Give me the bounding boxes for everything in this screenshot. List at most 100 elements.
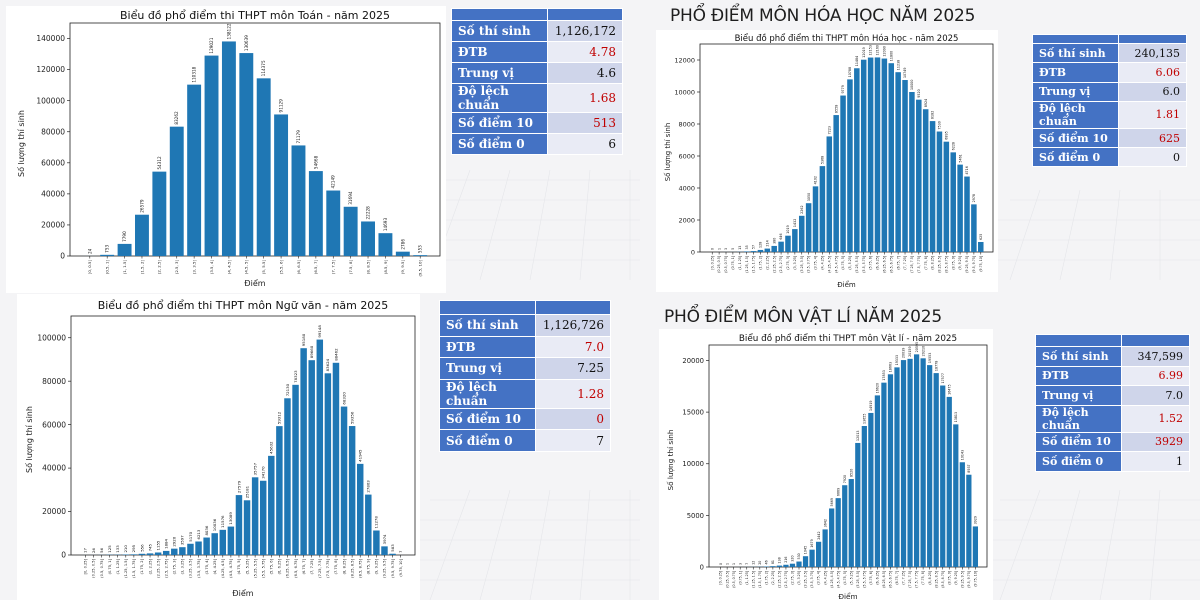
stats-value: 240,135 [1118,42,1187,64]
x-tick-label: (3.25, 3.5] [804,571,808,588]
x-tick-label: (9.25, 9.5] [960,571,964,588]
bar-value-label: 34170 [261,466,266,479]
bar [959,462,965,567]
bar-value-label: 83262 [174,111,179,125]
y-tick-label: 5000 [687,512,704,520]
bar-value-label: 530 [797,553,801,559]
bar-value-label: 59312 [277,411,282,424]
y-axis-label: Số lượng thí sinh [664,123,672,182]
bar-value-label: 11576 [220,515,225,528]
bar-value-label: 26579 [139,199,144,213]
bar-value-label: 7920 [843,475,847,483]
bar [835,498,841,567]
bar-value-label: 553 [418,245,423,253]
x-tick-label: (8, 8.25] [928,571,932,585]
bar-value-label: 19333 [895,355,899,366]
bar [389,553,396,555]
x-tick-label: (5.75, 6] [869,571,873,585]
bar [291,145,306,256]
x-tick-label: (2.25, 2.5] [778,571,782,588]
x-tick-label: (3, 3.25] [793,256,797,270]
stats-value: 6.0 [1118,81,1187,102]
bar [829,508,835,567]
chart-title: Biểu đồ phổ điểm thi THPT môn Ngữ văn - … [98,299,389,312]
bar [796,561,802,567]
bar [365,494,372,555]
stats-label: Độ lệch chuẩn [1035,404,1122,433]
y-tick-label: 0 [691,248,695,256]
stats-row: Số điểm 10 0 [439,407,611,431]
chart-panel-hoa: Biểu đồ phổ điểm thi THPT môn Hóa học - … [656,30,998,292]
bar-value-label: 0 [710,248,714,250]
bar [100,254,115,256]
bar [343,206,358,256]
stats-label: Số điểm 10 [439,407,536,431]
stats-row: ĐTB 4.78 [451,41,623,63]
bar [900,360,907,567]
bar-value-label: 9520 [917,89,921,97]
x-tick-label: (1.5, 1.75] [132,558,136,577]
stats-row: Trung vị 6.0 [1032,81,1187,102]
stats-row: Số thí sinh 1,126,726 [439,314,611,337]
x-tick-label: (0.25, 0.5] [725,571,729,588]
stats-row: Trung vị 7.25 [439,357,611,380]
stats-row: Số thí sinh 240,135 [1032,42,1187,64]
bar-value-label: 81 [771,560,775,564]
x-tick-label: (0.5, 0.75] [724,256,728,273]
x-tick-label: (6.5, 6.75] [889,571,893,588]
x-tick-label: (8.75, 9] [951,256,955,270]
x-tick-label: (6.5, 6.75] [889,256,893,273]
bar-value-label: 12090 [883,46,887,57]
bar-value-label: 35757 [252,462,257,475]
stats-value: 4.6 [547,62,623,84]
bar [812,186,819,252]
bar-value-label: 5 [731,248,735,250]
bar-value-label: 83624 [325,358,330,371]
x-tick-label: (0.5, 1] [105,260,110,275]
x-tick-label: (7.25, 7.5] [318,558,322,577]
bar-value-label: 12160 [876,45,880,56]
bar-value-label: 16620 [876,383,880,394]
bar [324,373,332,555]
x-tick-label: (8.75, 9] [367,558,371,574]
x-tick-label: (4, 4.25] [213,558,217,574]
stats-row: Số điểm 10 3929 [1035,431,1190,452]
bar-value-label: 27579 [236,480,241,493]
stats-label: ĐTB [451,41,548,63]
x-axis-label: Điểm [837,280,856,289]
bar-value-label: 0 [719,563,723,565]
stats-header-cell [1118,34,1187,44]
bar-value-label: 27803 [366,480,371,493]
bar [276,426,283,555]
bar-value-label: 11238 [896,60,900,71]
x-tick-label: (2.75, 3] [173,558,177,574]
bar [783,564,789,567]
x-tick-label: (2.5, 2.75] [779,256,783,273]
bar-value-label: 4102 [814,176,818,184]
bar-value-label: 556 [139,544,144,552]
stats-row: Số thí sinh 347,599 [1035,346,1190,367]
y-tick-label: 0 [61,551,66,560]
stats-label: Số điểm 0 [1035,451,1122,472]
bar-value-label: 7 [745,563,749,565]
bar-value-label: 24 [87,248,92,254]
bar-value-label: 13 [738,246,742,250]
bar [130,554,138,555]
x-tick-label: (3.25, 3.5] [189,558,193,577]
bar [743,251,750,252]
x-tick-label: (0.25, 0.5] [92,558,96,577]
bar [888,63,895,253]
x-tick-label: (7.5, 7.75] [326,558,330,577]
bar-value-label: 78323 [293,370,298,383]
bar [413,255,428,256]
bar [152,171,167,256]
stats-value: 513 [547,112,623,134]
bar-value-label: 2442 [817,531,821,539]
bar [936,131,943,252]
x-tick-label: (1, 1.25] [738,256,742,270]
stats-header-cell [535,300,611,315]
bar [874,57,881,252]
stats-row: Số thí sinh 1,126,172 [451,20,623,42]
y-tick-label: 4000 [678,184,695,192]
bar-value-label: 6228 [951,142,955,150]
